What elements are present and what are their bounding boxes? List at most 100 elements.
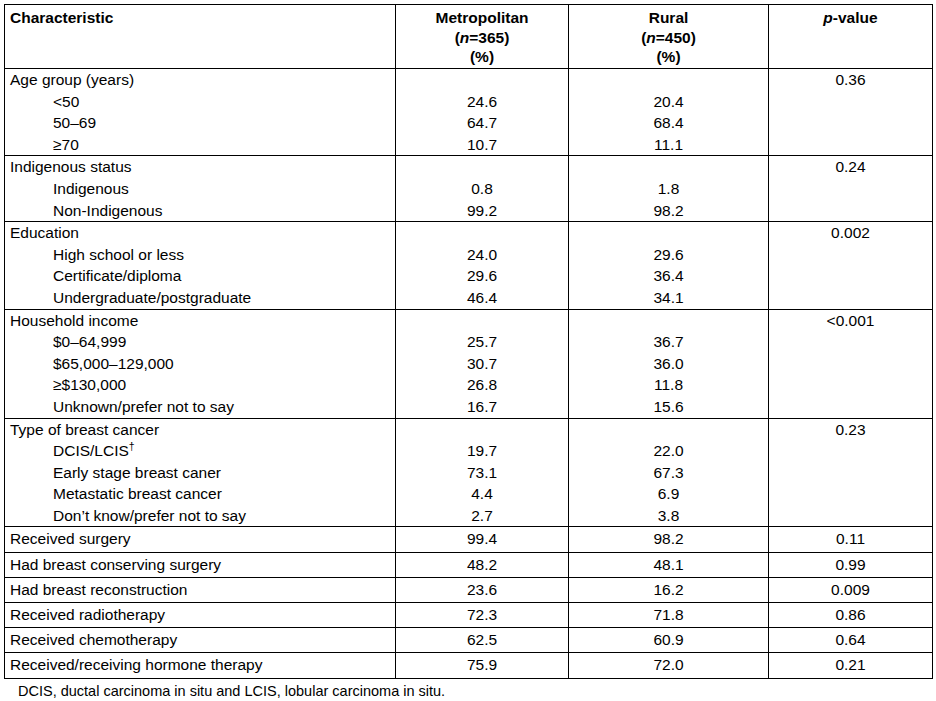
rural-value	[569, 222, 769, 244]
rural-value: 48.1	[569, 552, 769, 577]
rural-value: 1.8	[569, 178, 769, 200]
row-label: 50–69	[5, 112, 396, 134]
rural-value: 98.2	[569, 527, 769, 552]
metropolitan-value: 75.9	[396, 653, 569, 678]
row-label: Received/receiving hormone therapy	[5, 653, 396, 678]
rural-value: 72.0	[569, 653, 769, 678]
rural-value: 11.1	[569, 134, 769, 156]
row-label: Received surgery	[5, 527, 396, 552]
metropolitan-value: 46.4	[396, 287, 569, 309]
row-label: Unknown/prefer not to say	[5, 396, 396, 418]
p-value	[769, 178, 933, 200]
rural-value: 6.9	[569, 483, 769, 505]
table-row: Had breast reconstruction23.616.20.009	[5, 577, 933, 602]
table-row: Household income <0.001	[5, 309, 933, 331]
p-value	[769, 134, 933, 156]
table-row: Age group (years)0.36	[5, 69, 933, 91]
section-label: Type of breast cancer	[5, 418, 396, 440]
table-row: Undergraduate/postgraduate46.434.1	[5, 287, 933, 309]
section-label: Household income	[5, 309, 396, 331]
table-row: Don’t know/prefer not to say2.73.8	[5, 505, 933, 527]
p-value	[769, 91, 933, 113]
metropolitan-value	[396, 222, 569, 244]
rural-value: 29.6	[569, 244, 769, 266]
p-value: 0.002	[769, 222, 933, 244]
p-value: 0.86	[769, 603, 933, 628]
row-label: Had breast conserving surgery	[5, 552, 396, 577]
row-label: <50	[5, 91, 396, 113]
rural-value: 68.4	[569, 112, 769, 134]
row-label: Don’t know/prefer not to say	[5, 505, 396, 527]
row-label: DCIS/LCIS†	[5, 440, 396, 462]
rural-value: 22.0	[569, 440, 769, 462]
rural-value: 60.9	[569, 628, 769, 653]
table-row: <5024.620.4	[5, 91, 933, 113]
p-value	[769, 265, 933, 287]
table-body: Age group (years)0.36<5024.620.450–6964.…	[5, 69, 933, 679]
rural-value: 98.2	[569, 200, 769, 222]
p-value	[769, 287, 933, 309]
p-value	[769, 462, 933, 484]
rural-value: 67.3	[569, 462, 769, 484]
table-row: High school or less24.029.6	[5, 244, 933, 266]
metropolitan-value: 64.7	[396, 112, 569, 134]
section-label: Indigenous status	[5, 156, 396, 178]
table-row: $0–64,99925.736.7	[5, 331, 933, 353]
metropolitan-value: 62.5	[396, 628, 569, 653]
table-row: Received surgery99.498.20.11	[5, 527, 933, 552]
table-row: Certificate/diploma29.636.4	[5, 265, 933, 287]
column-header-metropolitan: Metropolitan(n=365)(%)	[396, 5, 569, 69]
table-row: Received radiotherapy72.371.80.86	[5, 603, 933, 628]
table-row: Unknown/prefer not to say16.715.6	[5, 396, 933, 418]
p-value: 0.99	[769, 552, 933, 577]
metropolitan-value: 10.7	[396, 134, 569, 156]
table-row: Type of breast cancer0.23	[5, 418, 933, 440]
p-value: 0.21	[769, 653, 933, 678]
row-label: Received radiotherapy	[5, 603, 396, 628]
table-row: Had breast conserving surgery48.248.10.9…	[5, 552, 933, 577]
metropolitan-value	[396, 69, 569, 91]
rural-value	[569, 418, 769, 440]
row-label: Had breast reconstruction	[5, 577, 396, 602]
row-label: Metastatic breast cancer	[5, 483, 396, 505]
dagger-footnote-marker: †	[129, 440, 135, 452]
table-row: Received chemotherapy62.560.90.64	[5, 628, 933, 653]
rural-value: 11.8	[569, 374, 769, 396]
metropolitan-value: 72.3	[396, 603, 569, 628]
p-value: 0.36	[769, 69, 933, 91]
row-label: $65,000–129,000	[5, 353, 396, 375]
p-value: <0.001	[769, 309, 933, 331]
metropolitan-value: 19.7	[396, 440, 569, 462]
rural-value: 3.8	[569, 505, 769, 527]
metropolitan-value: 26.8	[396, 374, 569, 396]
table-header: CharacteristicMetropolitan(n=365)(%)Rura…	[5, 5, 933, 69]
rural-value: 36.0	[569, 353, 769, 375]
metropolitan-value: 30.7	[396, 353, 569, 375]
metropolitan-value: 2.7	[396, 505, 569, 527]
table-row: Early stage breast caner73.167.3	[5, 462, 933, 484]
table-row: ≥7010.711.1	[5, 134, 933, 156]
p-value	[769, 244, 933, 266]
metropolitan-value: 24.0	[396, 244, 569, 266]
row-label: $0–64,999	[5, 331, 396, 353]
row-label: ≥$130,000	[5, 374, 396, 396]
metropolitan-value	[396, 156, 569, 178]
metropolitan-value: 23.6	[396, 577, 569, 602]
metropolitan-value: 24.6	[396, 91, 569, 113]
column-header-rural: Rural(n=450)(%)	[569, 5, 769, 69]
metropolitan-value	[396, 309, 569, 331]
table-row: Indigenous0.81.8	[5, 178, 933, 200]
metropolitan-value: 29.6	[396, 265, 569, 287]
table-row: Received/receiving hormone therapy75.972…	[5, 653, 933, 678]
table-row: ≥$130,00026.811.8	[5, 374, 933, 396]
table-row: Metastatic breast cancer4.46.9	[5, 483, 933, 505]
p-value	[769, 483, 933, 505]
rural-value: 71.8	[569, 603, 769, 628]
table-row: 50–6964.768.4	[5, 112, 933, 134]
metropolitan-value: 48.2	[396, 552, 569, 577]
p-value	[769, 440, 933, 462]
row-label: Non-Indigenous	[5, 200, 396, 222]
metropolitan-value: 99.4	[396, 527, 569, 552]
row-label: Indigenous	[5, 178, 396, 200]
rural-value	[569, 69, 769, 91]
